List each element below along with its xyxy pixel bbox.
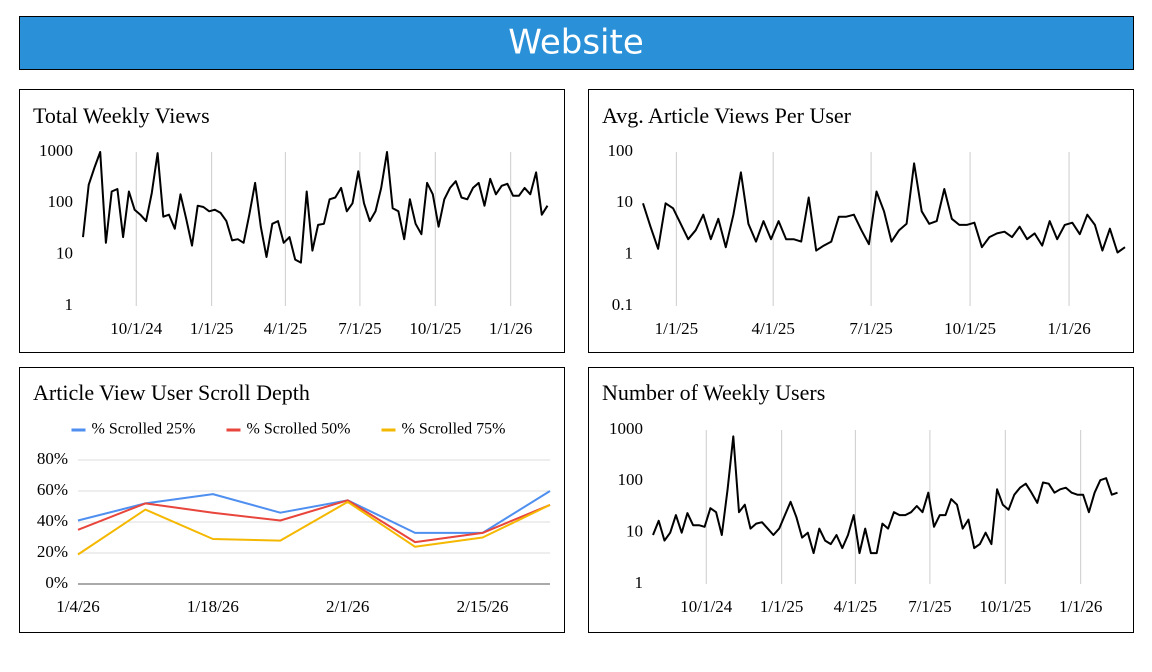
x-tick-label: 7/1/25 xyxy=(849,319,892,338)
chart-title: Total Weekly Views xyxy=(33,103,210,128)
x-tick-label: 4/1/25 xyxy=(264,319,307,338)
y-tick-label: 100 xyxy=(618,470,644,489)
y-tick-label: 20% xyxy=(37,542,68,561)
chart-title: Number of Weekly Users xyxy=(602,380,825,405)
data-line xyxy=(82,151,549,264)
y-tick-label: 100 xyxy=(608,141,634,160)
x-tick-label: 7/1/25 xyxy=(338,319,381,338)
y-tick-label: 1000 xyxy=(609,419,643,438)
x-tick-label: 2/15/26 xyxy=(457,597,509,616)
y-tick-label: 100 xyxy=(48,192,74,211)
panel xyxy=(19,89,565,353)
y-tick-label: 1 xyxy=(635,573,644,592)
panel xyxy=(588,89,1134,353)
y-tick-label: 1 xyxy=(65,295,74,314)
x-tick-label: 10/1/24 xyxy=(110,319,162,338)
x-tick-label: 4/1/25 xyxy=(834,597,877,616)
header-bar xyxy=(19,16,1134,70)
legend-label: % Scrolled 50% xyxy=(247,421,351,438)
data-line xyxy=(652,435,1118,555)
x-tick-label: 1/1/25 xyxy=(190,319,233,338)
panel xyxy=(19,367,565,633)
x-tick-label: 1/1/25 xyxy=(760,597,803,616)
x-tick-label: 10/1/25 xyxy=(409,319,461,338)
x-tick-label: 1/4/26 xyxy=(56,597,99,616)
x-tick-label: 1/18/26 xyxy=(187,597,239,616)
y-tick-label: 60% xyxy=(37,480,68,499)
y-tick-label: 10 xyxy=(56,244,73,263)
legend-label: % Scrolled 75% xyxy=(402,421,506,438)
legend-label: % Scrolled 25% xyxy=(92,421,196,438)
x-tick-label: 1/1/26 xyxy=(1059,597,1102,616)
y-tick-label: 0.1 xyxy=(612,295,633,314)
chart-title: Avg. Article Views Per User xyxy=(602,103,852,128)
data-line xyxy=(77,499,551,544)
x-tick-label: 1/1/26 xyxy=(489,319,532,338)
chart-title: Article View User Scroll Depth xyxy=(33,380,310,405)
data-line xyxy=(642,162,1126,254)
y-tick-label: 1000 xyxy=(39,141,73,160)
x-tick-label: 1/1/25 xyxy=(655,319,698,338)
x-tick-label: 2/1/26 xyxy=(326,597,369,616)
header-title: Website xyxy=(508,23,644,63)
y-tick-label: 1 xyxy=(625,244,634,263)
x-tick-label: 4/1/25 xyxy=(751,319,794,338)
x-tick-label: 10/1/25 xyxy=(979,597,1031,616)
y-tick-label: 40% xyxy=(37,511,68,530)
panel xyxy=(588,367,1134,633)
x-tick-label: 10/1/25 xyxy=(944,319,996,338)
y-tick-label: 10 xyxy=(616,192,633,211)
x-tick-label: 1/1/26 xyxy=(1047,319,1090,338)
y-tick-label: 80% xyxy=(37,449,68,468)
x-tick-label: 7/1/25 xyxy=(908,597,951,616)
y-tick-label: 10 xyxy=(626,522,643,541)
data-line xyxy=(77,490,551,534)
x-tick-label: 10/1/24 xyxy=(680,597,732,616)
y-tick-label: 0% xyxy=(45,573,68,592)
data-line xyxy=(77,500,551,556)
